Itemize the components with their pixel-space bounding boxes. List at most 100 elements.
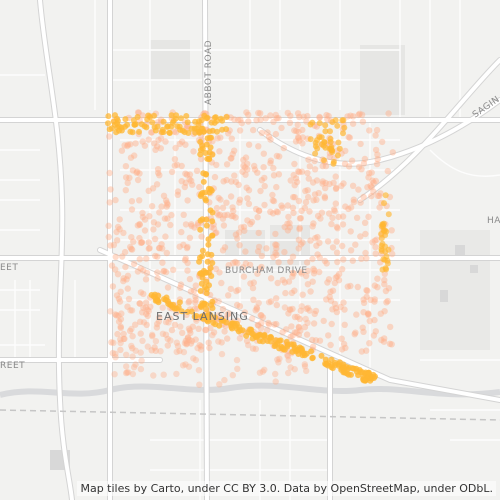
data-point <box>320 317 327 325</box>
data-point <box>329 287 337 294</box>
data-point <box>178 228 185 236</box>
data-point <box>123 363 130 370</box>
data-point <box>267 157 274 164</box>
data-point <box>353 214 361 221</box>
data-point <box>300 350 307 357</box>
data-point <box>111 371 118 378</box>
data-point <box>123 369 131 376</box>
data-point <box>285 213 292 221</box>
data-point <box>388 341 395 348</box>
data-point <box>382 287 390 295</box>
data-point <box>368 184 375 191</box>
data-point <box>258 312 265 319</box>
data-point <box>215 298 222 305</box>
data-point <box>154 169 162 177</box>
data-point <box>269 210 277 217</box>
data-point <box>130 260 138 268</box>
data-point <box>190 287 198 294</box>
data-point <box>110 241 118 249</box>
data-point <box>351 331 358 338</box>
data-point <box>287 177 294 184</box>
data-point <box>331 300 339 308</box>
data-point <box>295 331 303 339</box>
data-point <box>304 281 312 288</box>
data-point <box>265 299 273 306</box>
data-point <box>344 283 351 290</box>
data-point <box>125 295 133 303</box>
data-point <box>114 115 120 122</box>
data-point <box>242 248 249 255</box>
data-point <box>261 366 268 373</box>
data-point <box>228 178 235 185</box>
data-point <box>307 136 314 143</box>
data-point <box>152 252 159 260</box>
data-point <box>267 208 274 215</box>
data-point <box>316 268 323 276</box>
data-point <box>154 269 161 276</box>
data-point <box>112 350 119 357</box>
data-point <box>197 147 204 153</box>
data-point <box>304 319 311 326</box>
data-point <box>377 190 384 197</box>
data-point <box>290 341 297 348</box>
data-point <box>332 185 340 192</box>
data-point <box>229 372 236 379</box>
data-point <box>197 226 204 233</box>
data-point <box>182 179 189 186</box>
data-point <box>139 309 146 316</box>
data-point <box>362 369 369 376</box>
data-point <box>137 289 145 296</box>
data-point <box>362 377 369 384</box>
data-point <box>278 124 285 132</box>
data-point <box>285 356 292 364</box>
data-point <box>342 203 349 210</box>
data-point <box>384 260 391 267</box>
data-point <box>114 120 121 127</box>
data-point <box>364 287 371 294</box>
data-point <box>376 204 383 211</box>
data-point <box>146 245 153 252</box>
data-point <box>120 229 127 237</box>
data-point <box>236 242 243 249</box>
data-point <box>219 305 227 313</box>
data-point <box>115 295 123 302</box>
data-point <box>139 112 146 119</box>
data-point <box>179 362 187 369</box>
data-point <box>136 197 143 204</box>
data-point <box>321 157 327 164</box>
data-point <box>134 176 142 184</box>
data-point <box>139 213 147 221</box>
data-point <box>303 367 310 375</box>
data-point <box>214 135 221 142</box>
data-point <box>200 178 207 185</box>
data-point <box>150 226 157 233</box>
data-point <box>309 278 316 285</box>
data-point <box>236 127 244 134</box>
data-point <box>363 293 370 301</box>
data-point <box>367 296 374 304</box>
data-point <box>302 187 309 195</box>
data-point <box>129 333 136 340</box>
data-point <box>234 235 241 242</box>
data-point <box>372 373 378 380</box>
data-point <box>149 185 157 192</box>
data-point <box>289 332 296 339</box>
data-point <box>186 327 194 334</box>
data-point <box>334 273 341 280</box>
data-point <box>142 299 150 306</box>
data-point <box>310 265 317 273</box>
data-point <box>242 164 249 171</box>
data-point <box>136 221 143 229</box>
data-point <box>141 227 149 234</box>
data-point <box>232 258 239 266</box>
data-point <box>309 255 316 263</box>
data-point <box>188 125 195 132</box>
data-point <box>382 192 389 199</box>
data-point <box>304 112 311 120</box>
data-point <box>171 321 179 328</box>
data-point <box>374 275 381 282</box>
building <box>455 245 465 257</box>
data-point <box>213 161 220 169</box>
